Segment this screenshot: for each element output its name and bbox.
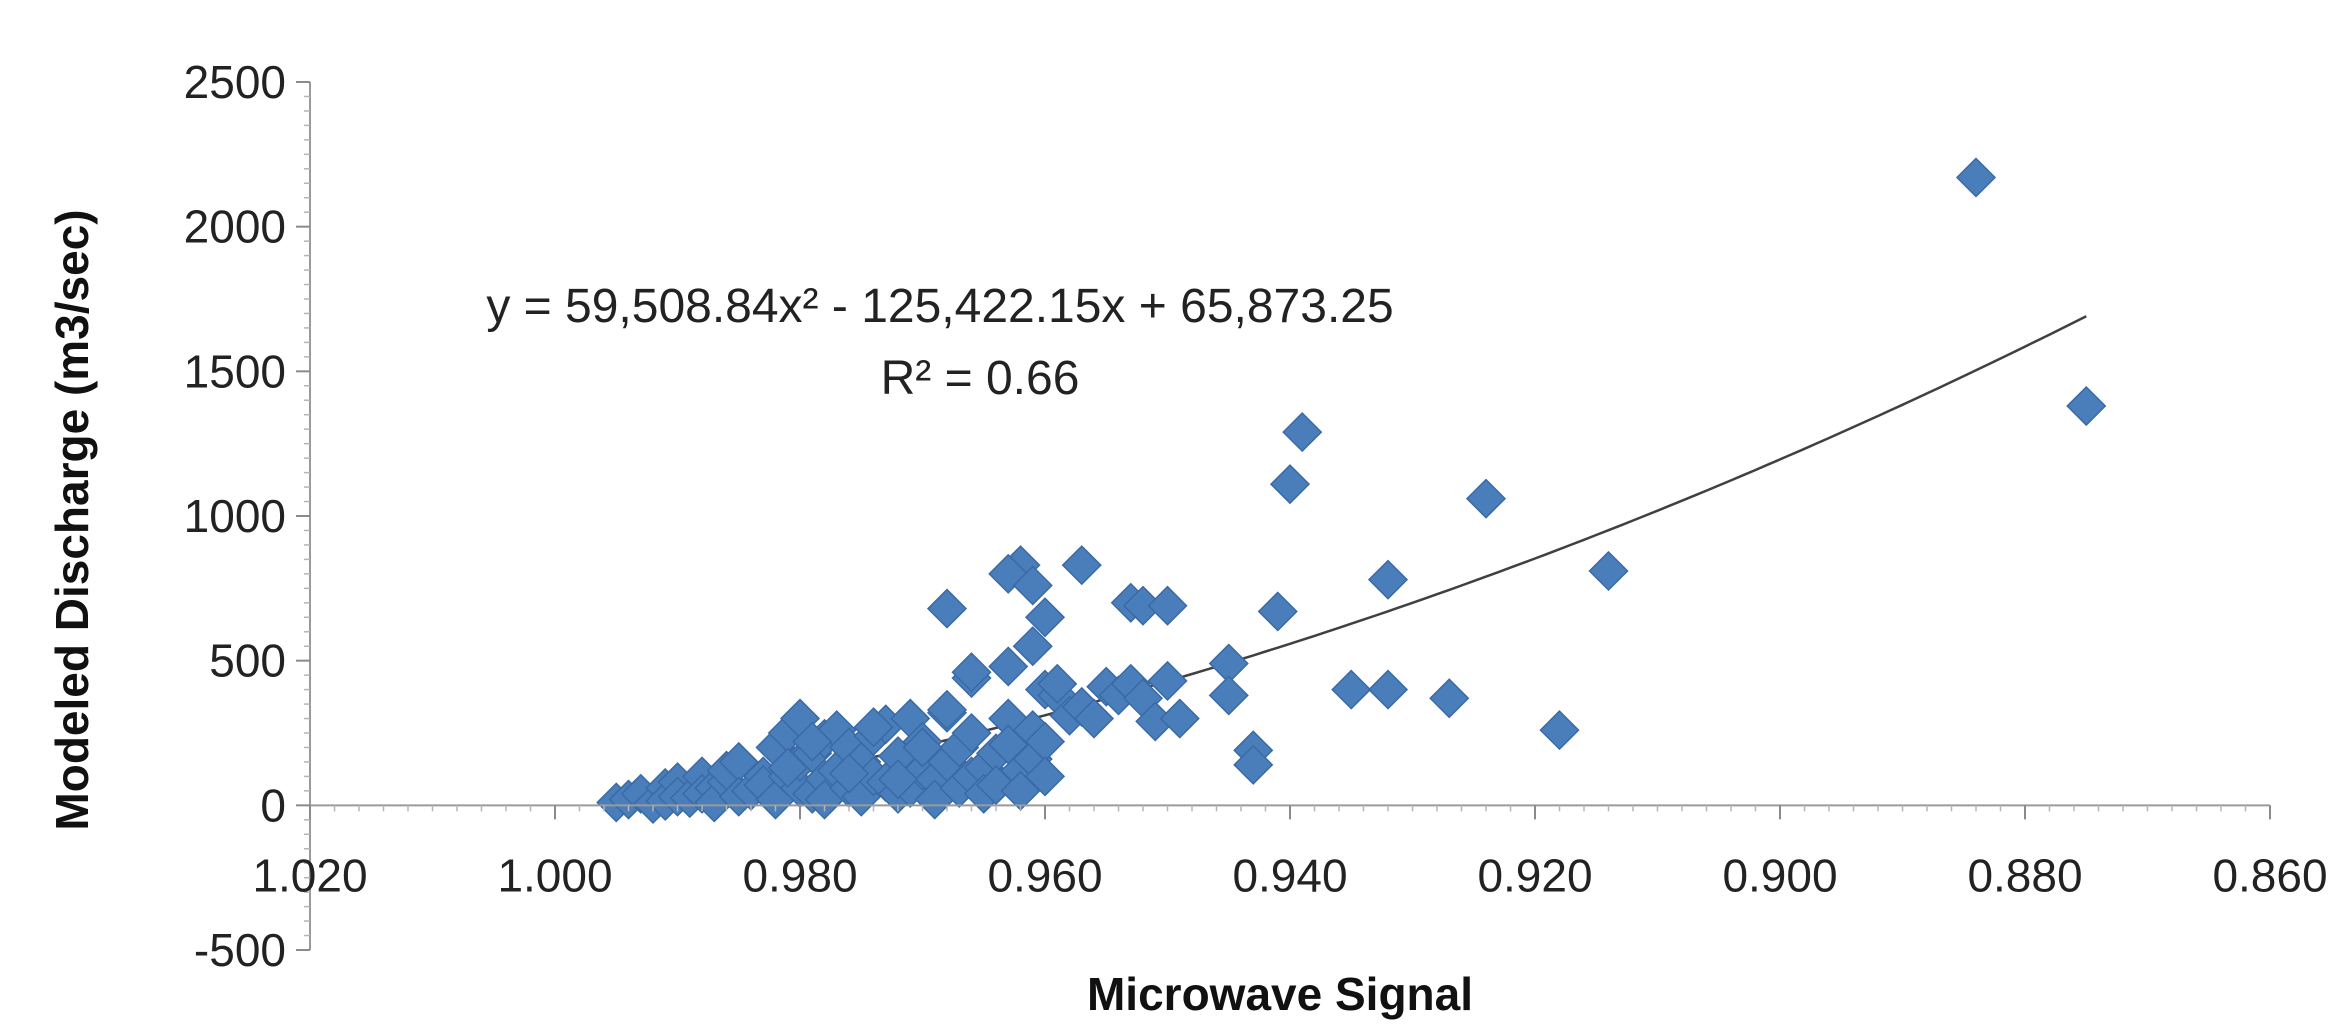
x-tick-label: 0.860 <box>2212 849 2327 901</box>
data-point <box>1429 678 1470 719</box>
x-tick-label: 1.020 <box>252 849 367 901</box>
data-point <box>1331 669 1372 710</box>
axes: -500 0 500 1000 1500 2000 2500 1.020 1.000 0.980 0… <box>184 56 2328 976</box>
data-point <box>926 689 968 730</box>
data-point <box>902 727 943 768</box>
y-axis-title: Modeled Discharge (m3/sec) <box>46 209 98 830</box>
data-point <box>1061 545 1102 586</box>
data-points <box>596 157 2107 824</box>
x-tick-label: 0.960 <box>987 849 1102 901</box>
data-point <box>1159 698 1200 739</box>
data-point <box>1012 565 1053 606</box>
data-point <box>1147 660 1188 701</box>
data-point <box>1367 669 1409 710</box>
y-tick-label: 1500 <box>184 345 286 397</box>
x-tick-label: 1.000 <box>497 849 612 901</box>
data-point <box>1269 464 1311 505</box>
y-tick-label: 0 <box>260 779 286 831</box>
y-tick-label: 2000 <box>184 201 286 253</box>
data-point <box>926 588 968 629</box>
y-tick-label: 2500 <box>184 56 286 108</box>
data-point <box>951 712 992 754</box>
data-point <box>1024 756 1066 797</box>
x-tick-label: 0.980 <box>742 849 857 901</box>
y-tick-label: -500 <box>194 924 286 976</box>
trendline-r-squared: R² = 0.66 <box>881 352 1080 405</box>
data-point <box>1282 412 1323 453</box>
data-point <box>1588 550 1629 592</box>
x-tick-label: 0.900 <box>1722 849 1837 901</box>
data-point <box>1257 591 1298 632</box>
data-point <box>1233 744 1274 785</box>
data-point <box>792 721 833 762</box>
data-point <box>2066 385 2107 427</box>
data-point <box>828 753 870 794</box>
data-point <box>1955 157 1997 198</box>
data-point <box>1073 698 1115 739</box>
x-tick-label: 0.880 <box>1967 849 2082 901</box>
y-tick-label: 500 <box>209 635 286 687</box>
data-point <box>853 707 894 748</box>
data-point <box>877 759 919 800</box>
data-point <box>1037 663 1078 704</box>
data-point <box>988 646 1029 687</box>
x-tick-label: 0.940 <box>1232 849 1347 901</box>
data-point <box>951 652 992 693</box>
data-point <box>1367 559 1409 600</box>
data-point <box>1465 478 1507 519</box>
data-point <box>1024 597 1066 638</box>
trendline-equation: y = 59,508.84x² - 125,422.15x + 65,873.2… <box>486 280 1393 333</box>
data-point <box>1208 675 1249 716</box>
y-tick-label: 1000 <box>184 490 286 542</box>
data-point <box>1147 585 1188 626</box>
data-point <box>767 747 808 788</box>
data-point <box>1539 710 1580 751</box>
data-point <box>1012 626 1053 667</box>
x-axis-title: Microwave Signal <box>1087 968 1473 1020</box>
x-tick-label: 0.920 <box>1477 849 1592 901</box>
